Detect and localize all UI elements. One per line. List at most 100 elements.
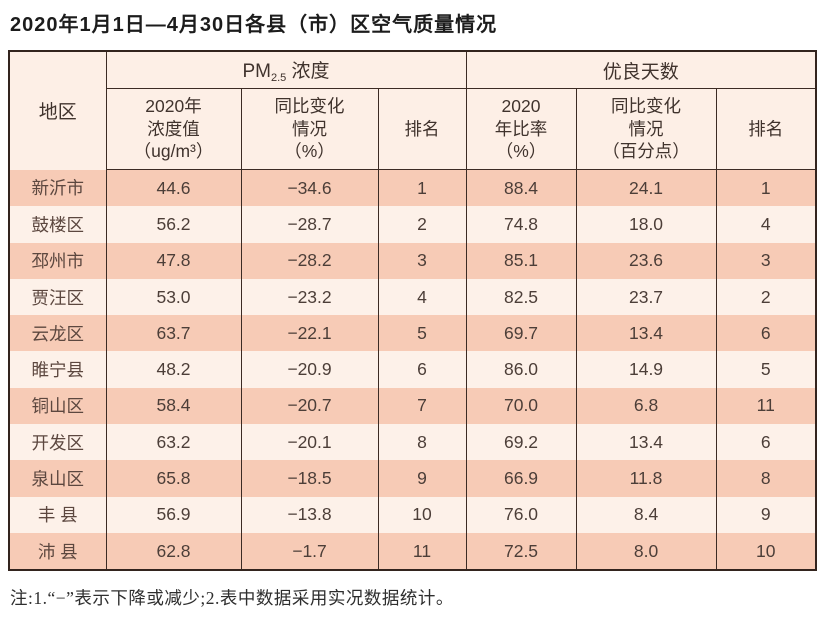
gd-rate-cell: 82.5 bbox=[466, 278, 577, 316]
pm-change-cell: −13.8 bbox=[241, 496, 379, 533]
gd-rank-cell: 4 bbox=[716, 206, 817, 243]
gd-rank-cell: 10 bbox=[716, 532, 817, 571]
pm-change-cell: −18.5 bbox=[241, 460, 379, 497]
air-quality-table: 地区 PM2.5 浓度 优良天数 2020年 浓度值 （ug/m³） 同比变化 … bbox=[8, 50, 818, 572]
gd-change-cell: 24.1 bbox=[576, 169, 717, 207]
region-cell: 鼓楼区 bbox=[9, 206, 107, 243]
pm-change-cell: −28.7 bbox=[241, 206, 379, 243]
header-pm-value: 2020年 浓度值 （ug/m³） bbox=[106, 88, 242, 170]
pm-change-cell: −20.7 bbox=[241, 387, 379, 425]
table-row: 新沂市 44.6 −34.6 1 88.4 24.1 1 bbox=[9, 169, 817, 207]
table-row: 鼓楼区 56.2 −28.7 2 74.8 18.0 4 bbox=[9, 206, 817, 243]
table-row: 邳州市 47.8 −28.2 3 85.1 23.6 3 bbox=[9, 242, 817, 279]
region-cell: 云龙区 bbox=[9, 315, 107, 352]
gd-rate-cell: 85.1 bbox=[466, 242, 577, 279]
header-pm-change: 同比变化 情况 （%） bbox=[241, 88, 379, 170]
pm-label-subscript: 2.5 bbox=[270, 72, 287, 84]
gd-rank-cell: 3 bbox=[716, 242, 817, 279]
gd-change-cell: 11.8 bbox=[576, 460, 717, 497]
gd-change-cell: 13.4 bbox=[576, 315, 717, 352]
pm-rank-cell: 9 bbox=[378, 460, 467, 497]
region-cell: 邳州市 bbox=[9, 242, 107, 279]
pm-value-cell: 58.4 bbox=[106, 387, 242, 425]
gd-rate-cell: 69.7 bbox=[466, 315, 577, 352]
pm-value-cell: 56.9 bbox=[106, 496, 242, 533]
table-row: 睢宁县 48.2 −20.9 6 86.0 14.9 5 bbox=[9, 351, 817, 388]
pm-value-cell: 44.6 bbox=[106, 169, 242, 207]
gd-rank-cell: 2 bbox=[716, 278, 817, 316]
pm-rank-cell: 7 bbox=[378, 387, 467, 425]
pm-change-cell: −20.1 bbox=[241, 424, 379, 461]
pm-rank-cell: 11 bbox=[378, 532, 467, 571]
table-body: 新沂市 44.6 −34.6 1 88.4 24.1 1 鼓楼区 56.2 −2… bbox=[9, 169, 817, 571]
gd-rate-cell: 69.2 bbox=[466, 424, 577, 461]
gd-change-cell: 13.4 bbox=[576, 424, 717, 461]
table-row: 云龙区 63.7 −22.1 5 69.7 13.4 6 bbox=[9, 315, 817, 352]
gd-change-cell: 14.9 bbox=[576, 351, 717, 388]
table-row: 沛 县 62.8 −1.7 11 72.5 8.0 10 bbox=[9, 532, 817, 571]
gd-change-cell: 8.4 bbox=[576, 496, 717, 533]
pm-change-cell: −20.9 bbox=[241, 351, 379, 388]
table-row: 泉山区 65.8 −18.5 9 66.9 11.8 8 bbox=[9, 460, 817, 497]
gd-change-cell: 8.0 bbox=[576, 532, 717, 571]
page-title: 2020年1月1日—4月30日各县（市）区空气质量情况 bbox=[10, 14, 498, 36]
pm-change-cell: −1.7 bbox=[241, 532, 379, 571]
gd-change-cell: 6.8 bbox=[576, 387, 717, 425]
gd-rate-cell: 66.9 bbox=[466, 460, 577, 497]
gd-change-cell: 23.7 bbox=[576, 278, 717, 316]
gd-rate-cell: 72.5 bbox=[466, 532, 577, 571]
gd-rank-cell: 6 bbox=[716, 315, 817, 352]
region-cell: 泉山区 bbox=[9, 460, 107, 497]
header-gd-change: 同比变化 情况 （百分点） bbox=[576, 88, 717, 170]
pm-change-cell: −23.2 bbox=[241, 278, 379, 316]
gd-rank-cell: 9 bbox=[716, 496, 817, 533]
region-cell: 铜山区 bbox=[9, 387, 107, 425]
pm-rank-cell: 4 bbox=[378, 278, 467, 316]
pm-rank-cell: 2 bbox=[378, 206, 467, 243]
gd-change-cell: 23.6 bbox=[576, 242, 717, 279]
region-cell: 丰 县 bbox=[9, 496, 107, 533]
header-gd-rank: 排名 bbox=[716, 88, 817, 170]
table-row: 开发区 63.2 −20.1 8 69.2 13.4 6 bbox=[9, 424, 817, 461]
pm-rank-cell: 3 bbox=[378, 242, 467, 279]
gd-rank-cell: 8 bbox=[716, 460, 817, 497]
footnote: 注:1.“−”表示下降或减少;2.表中数据采用实况数据统计。 bbox=[10, 588, 454, 609]
region-cell: 沛 县 bbox=[9, 532, 107, 571]
pm-rank-cell: 10 bbox=[378, 496, 467, 533]
gd-change-cell: 18.0 bbox=[576, 206, 717, 243]
header-pm-group: PM2.5 浓度 bbox=[106, 51, 467, 89]
pm-value-cell: 63.2 bbox=[106, 424, 242, 461]
pm-value-cell: 62.8 bbox=[106, 532, 242, 571]
pm-change-cell: −22.1 bbox=[241, 315, 379, 352]
region-cell: 新沂市 bbox=[9, 169, 107, 207]
gd-rate-cell: 88.4 bbox=[466, 169, 577, 207]
pm-change-cell: −34.6 bbox=[241, 169, 379, 207]
gd-rate-cell: 86.0 bbox=[466, 351, 577, 388]
region-cell: 开发区 bbox=[9, 424, 107, 461]
gd-rank-cell: 5 bbox=[716, 351, 817, 388]
gd-rate-cell: 74.8 bbox=[466, 206, 577, 243]
pm-label-suffix: 浓度 bbox=[286, 61, 330, 82]
pm-change-cell: −28.2 bbox=[241, 242, 379, 279]
header-region: 地区 bbox=[9, 51, 107, 170]
pm-value-cell: 63.7 bbox=[106, 315, 242, 352]
gd-rank-cell: 11 bbox=[716, 387, 817, 425]
pm-value-cell: 48.2 bbox=[106, 351, 242, 388]
table-header: 地区 PM2.5 浓度 优良天数 2020年 浓度值 （ug/m³） 同比变化 … bbox=[9, 51, 817, 170]
table-row: 铜山区 58.4 −20.7 7 70.0 6.8 11 bbox=[9, 387, 817, 425]
pm-rank-cell: 5 bbox=[378, 315, 467, 352]
table-row: 丰 县 56.9 −13.8 10 76.0 8.4 9 bbox=[9, 496, 817, 533]
region-cell: 贾汪区 bbox=[9, 278, 107, 316]
gd-rate-cell: 76.0 bbox=[466, 496, 577, 533]
table-row: 贾汪区 53.0 −23.2 4 82.5 23.7 2 bbox=[9, 278, 817, 316]
gd-rank-cell: 1 bbox=[716, 169, 817, 207]
pm-value-cell: 53.0 bbox=[106, 278, 242, 316]
header-gd-rate: 2020 年比率 （%） bbox=[466, 88, 577, 170]
pm-rank-cell: 6 bbox=[378, 351, 467, 388]
header-good-days-group: 优良天数 bbox=[466, 51, 817, 89]
pm-label-prefix: PM bbox=[242, 61, 271, 82]
gd-rank-cell: 6 bbox=[716, 424, 817, 461]
pm-rank-cell: 8 bbox=[378, 424, 467, 461]
pm-value-cell: 47.8 bbox=[106, 242, 242, 279]
